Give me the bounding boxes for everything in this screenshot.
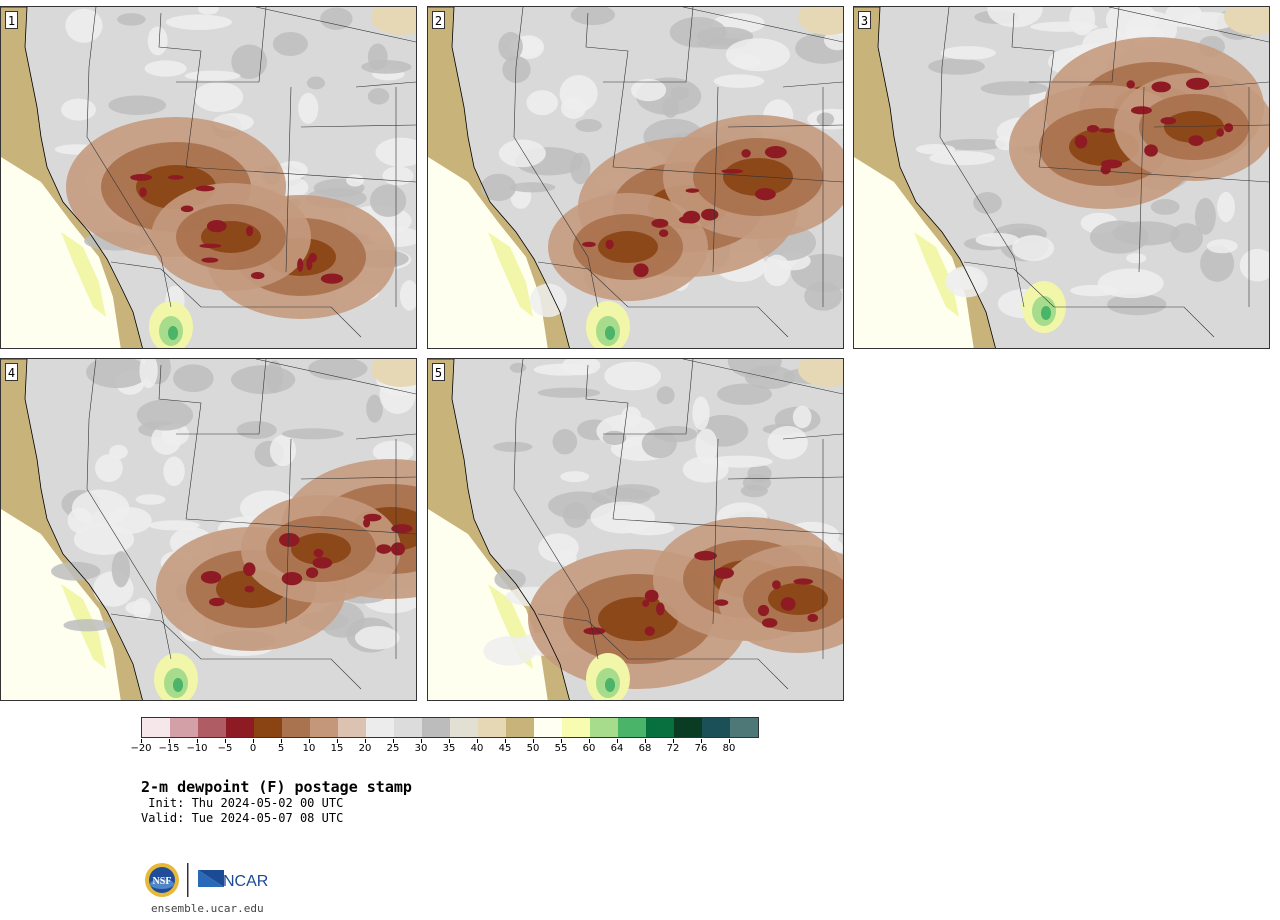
colorbar-tick-label: 10 (302, 743, 316, 754)
colorbar-tick-label: 0 (249, 743, 257, 754)
dewpoint-map-4 (1, 359, 416, 700)
colorbar-tick-label: 40 (470, 743, 484, 754)
colorbar-box (170, 718, 198, 737)
colorbar-box (562, 718, 590, 737)
colorbar-box (506, 718, 534, 737)
nsf-seal-icon: NSF (145, 863, 179, 897)
dewpoint-map-3 (854, 7, 1269, 348)
colorbar-box (534, 718, 562, 737)
colorbar-tick-label: 72 (666, 743, 680, 754)
member-number-1: 1 (5, 11, 18, 29)
colorbar-tick-label: −15 (158, 743, 180, 754)
colorbar-tick-label: 55 (554, 743, 568, 754)
colorbar-tick-label: 64 (610, 743, 624, 754)
colorbar-tick-label: −5 (217, 743, 233, 754)
colorbar-box (590, 718, 618, 737)
website-url: ensemble.ucar.edu (151, 902, 264, 915)
valid-time: Valid: Tue 2024-05-07 08 UTC (141, 811, 344, 825)
colorbar-tick (449, 739, 450, 743)
colorbar-tick (421, 739, 422, 743)
colorbar-tick-label: 15 (330, 743, 344, 754)
dewpoint-map-1 (1, 7, 416, 348)
member-number-3: 3 (858, 11, 871, 29)
colorbar-box (142, 718, 170, 737)
colorbar-box (366, 718, 394, 737)
colorbar-tick (505, 739, 506, 743)
colorbar-box (282, 718, 310, 737)
colorbar-tick (393, 739, 394, 743)
colorbar-box (478, 718, 506, 737)
colorbar-box (394, 718, 422, 737)
dewpoint-map-2 (428, 7, 843, 348)
colorbar-box (450, 718, 478, 737)
colorbar-tick (673, 739, 674, 743)
init-time: Init: Thu 2024-05-02 00 UTC (141, 796, 344, 810)
colorbar-tick (141, 739, 142, 743)
colorbar-tick-label: 20 (358, 743, 372, 754)
ncar-text: NCAR (223, 873, 268, 890)
dewpoint-map-5 (428, 359, 843, 700)
colorbar-box (674, 718, 702, 737)
colorbar-tick (533, 739, 534, 743)
postage-stamp-map-2: 2 (427, 6, 844, 349)
colorbar-tick-label: 25 (386, 743, 400, 754)
colorbar-tick-label: 76 (694, 743, 708, 754)
postage-stamp-map-4: 4 (0, 358, 417, 701)
colorbar-tick-label: 45 (498, 743, 512, 754)
colorbar-tick (337, 739, 338, 743)
colorbar-tick (617, 739, 618, 743)
colorbar-tick (645, 739, 646, 743)
colorbar-tick-label: −10 (186, 743, 208, 754)
colorbar-tick-label: 60 (582, 743, 596, 754)
colorbar-tick-label: 5 (277, 743, 285, 754)
colorbar-box (310, 718, 338, 737)
colorbar-tick (365, 739, 366, 743)
colorbar-tick (225, 739, 226, 743)
colorbar-box (730, 718, 758, 737)
colorbar-box (702, 718, 730, 737)
colorbar-tick (169, 739, 170, 743)
postage-stamp-map-3: 3 (853, 6, 1270, 349)
nsf-ncar-logo: NSF NCAR (144, 860, 274, 904)
colorbar-tick-label: 35 (442, 743, 456, 754)
colorbar-tick-label: 30 (414, 743, 428, 754)
colorbar-box (646, 718, 674, 737)
colorbar-box (254, 718, 282, 737)
ncar-logo-icon: NCAR (198, 870, 268, 890)
colorbar-box (338, 718, 366, 737)
member-number-4: 4 (5, 363, 18, 381)
colorbar-box (226, 718, 254, 737)
postage-stamp-map-5: 5 (427, 358, 844, 701)
colorbar-box (618, 718, 646, 737)
colorbar-tick-label: −20 (130, 743, 152, 754)
colorbar-tick (729, 739, 730, 743)
colorbar-tick (253, 739, 254, 743)
colorbar-tick (561, 739, 562, 743)
dewpoint-colorbar (141, 717, 759, 738)
member-number-5: 5 (432, 363, 445, 381)
chart-title: 2-m dewpoint (F) postage stamp (141, 778, 412, 796)
postage-stamp-map-1: 1 (0, 6, 417, 349)
colorbar-tick (281, 739, 282, 743)
colorbar-tick (589, 739, 590, 743)
colorbar-tick (701, 739, 702, 743)
colorbar-tick-label: 80 (722, 743, 736, 754)
colorbar-tick (477, 739, 478, 743)
colorbar-box (198, 718, 226, 737)
colorbar-tick-label: 50 (526, 743, 540, 754)
colorbar-tick (197, 739, 198, 743)
colorbar-tick (309, 739, 310, 743)
member-number-2: 2 (432, 11, 445, 29)
nsf-text: NSF (153, 876, 172, 887)
colorbar-tick-label: 68 (638, 743, 652, 754)
colorbar-box (422, 718, 450, 737)
